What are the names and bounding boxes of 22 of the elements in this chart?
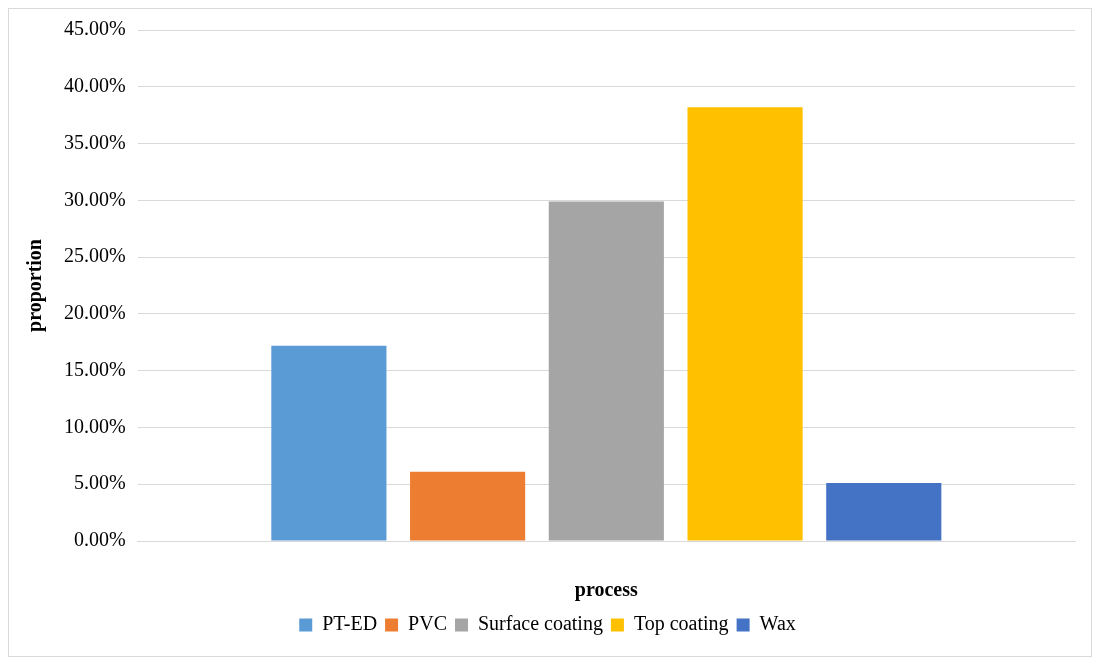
bar [826,483,942,541]
y-axis-title: proportion [23,239,47,332]
legend-label: Top coating [633,612,729,636]
legend-label: Surface coating [477,612,603,636]
x-axis-title: process [574,578,639,602]
y-tick-label: 35.00% [63,130,126,153]
bar [687,107,803,541]
bar [271,345,387,541]
y-tick-label: 45.00% [63,17,126,40]
y-tick-label: 10.00% [63,414,126,437]
y-tick-label: 5.00% [73,471,126,494]
legend-label: PVC [408,612,447,635]
y-tick-label: 15.00% [63,357,126,380]
y-tick-label: 40.00% [63,74,126,97]
y-tick-label: 20.00% [63,301,126,324]
y-tick-label: 25.00% [63,244,126,267]
bar [548,201,664,541]
bar [410,471,526,541]
legend-label: PT-ED [322,612,378,635]
y-tick-label: 0.00% [73,528,126,551]
legend-label: Wax [759,612,796,635]
y-tick-label: 30.00% [63,187,126,210]
